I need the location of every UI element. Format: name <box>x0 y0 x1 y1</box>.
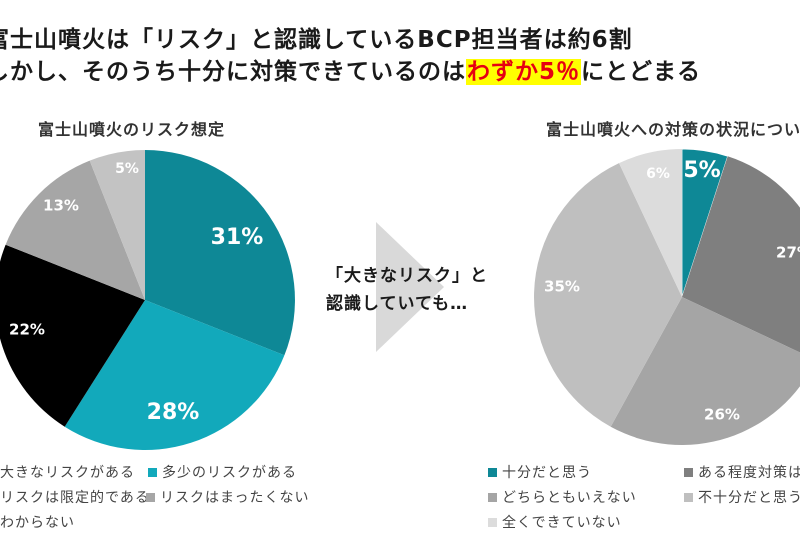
right-slice-insufficient <box>534 163 682 427</box>
left-slice-some-risk <box>64 300 285 450</box>
left-chart-title: 富士山噴火のリスク想定 <box>38 120 226 139</box>
right-label-27: 27% <box>776 244 800 262</box>
left-slice-large-risk <box>145 150 295 356</box>
legend-item-insufficient: 不十分だと思う <box>684 487 800 507</box>
right-pie-chart: 5% 27% 26% 35% 6% <box>534 148 800 445</box>
left-label-13: 13% <box>43 197 79 215</box>
legend-item-large-risk: 大きなリスクがある <box>0 465 135 481</box>
left-slice-unknown <box>89 150 145 300</box>
right-chart-title: 富士山噴火への対策の状況について <box>546 120 800 139</box>
right-slice-somewhat <box>682 156 800 353</box>
right-label-35: 35% <box>544 278 580 296</box>
legend-item-neutral: どちらともいえない <box>488 487 637 507</box>
right-slice-sufficient <box>681 148 729 298</box>
right-label-26: 26% <box>704 406 740 424</box>
legend-item-some-risk: 多少のリスクがある <box>148 462 297 482</box>
arrow-caption: 「大きなリスク」と 認識していても… <box>326 266 488 314</box>
legend-swatch-icon <box>148 467 157 477</box>
left-pie-chart: 31% 28% 22% 13% 5% <box>0 150 295 450</box>
legend-swatch-icon <box>684 492 693 502</box>
legend-swatch-icon <box>488 467 497 477</box>
legend-swatch-icon <box>488 492 497 502</box>
legend-item-limited-risk: リスクは限定的である <box>0 490 150 506</box>
legend-swatch-icon <box>488 517 497 527</box>
legend-swatch-icon <box>684 467 693 477</box>
headline-line-1: 富士山噴火は「リスク」と認識しているBCP担当者は約6割 <box>0 27 633 53</box>
left-slice-limited-risk <box>0 244 145 427</box>
left-label-22: 22% <box>9 321 45 339</box>
headline-highlight: わずか5％ <box>466 59 582 85</box>
left-label-5: 5% <box>115 161 139 177</box>
arrow-right-icon <box>376 222 444 352</box>
legend-item-somewhat: ある程度対策はできている <box>684 462 800 482</box>
right-slice-none <box>619 149 682 297</box>
headline-line-2-after: にとどまる <box>581 59 702 85</box>
left-label-31: 31% <box>211 225 264 250</box>
right-label-5: 5% <box>683 158 720 183</box>
left-slice-no-risk <box>5 160 145 300</box>
legend-item-no-risk: リスクはまったくない <box>146 487 309 507</box>
right-slice-neutral <box>610 297 800 445</box>
legend-item-unknown: わからない <box>0 515 75 531</box>
headline-line-2: しかし、そのうち十分に対策できているのはわずか5％にとどまる <box>0 56 701 88</box>
left-label-28: 28% <box>147 400 200 425</box>
legend-item-sufficient: 十分だと思う <box>488 462 592 482</box>
right-label-6: 6% <box>646 166 670 182</box>
legend-swatch-icon <box>146 492 155 502</box>
headline: 富士山噴火は「リスク」と認識しているBCP担当者は約6割 しかし、そのうち十分に… <box>0 24 701 88</box>
legend-item-none: 全くできていない <box>488 512 622 532</box>
headline-line-2-before: しかし、そのうち十分に対策できているのは <box>0 59 466 85</box>
